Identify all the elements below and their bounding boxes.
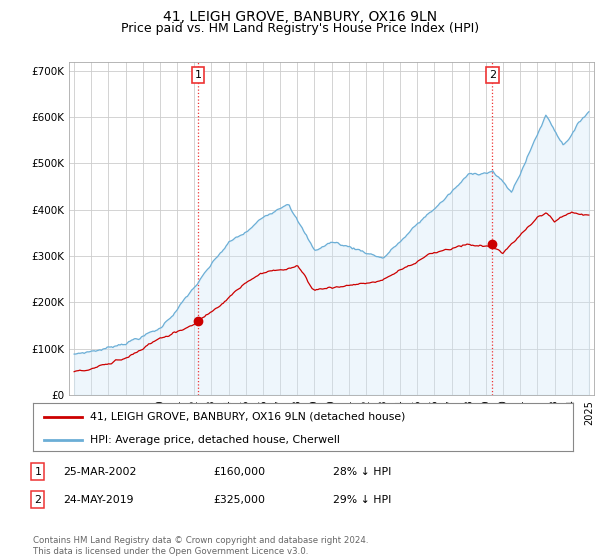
Text: Contains HM Land Registry data © Crown copyright and database right 2024.
This d: Contains HM Land Registry data © Crown c… [33,536,368,556]
Text: Price paid vs. HM Land Registry's House Price Index (HPI): Price paid vs. HM Land Registry's House … [121,22,479,35]
Text: 24-MAY-2019: 24-MAY-2019 [63,494,133,505]
Text: 2: 2 [489,70,496,80]
Text: 1: 1 [34,466,41,477]
Text: 41, LEIGH GROVE, BANBURY, OX16 9LN: 41, LEIGH GROVE, BANBURY, OX16 9LN [163,10,437,24]
Text: 28% ↓ HPI: 28% ↓ HPI [333,466,391,477]
Text: £160,000: £160,000 [213,466,265,477]
Text: £325,000: £325,000 [213,494,265,505]
Text: 41, LEIGH GROVE, BANBURY, OX16 9LN (detached house): 41, LEIGH GROVE, BANBURY, OX16 9LN (deta… [90,412,405,422]
Text: 1: 1 [194,70,202,80]
Text: 25-MAR-2002: 25-MAR-2002 [63,466,136,477]
Text: HPI: Average price, detached house, Cherwell: HPI: Average price, detached house, Cher… [90,435,340,445]
Text: 2: 2 [34,494,41,505]
Text: 29% ↓ HPI: 29% ↓ HPI [333,494,391,505]
